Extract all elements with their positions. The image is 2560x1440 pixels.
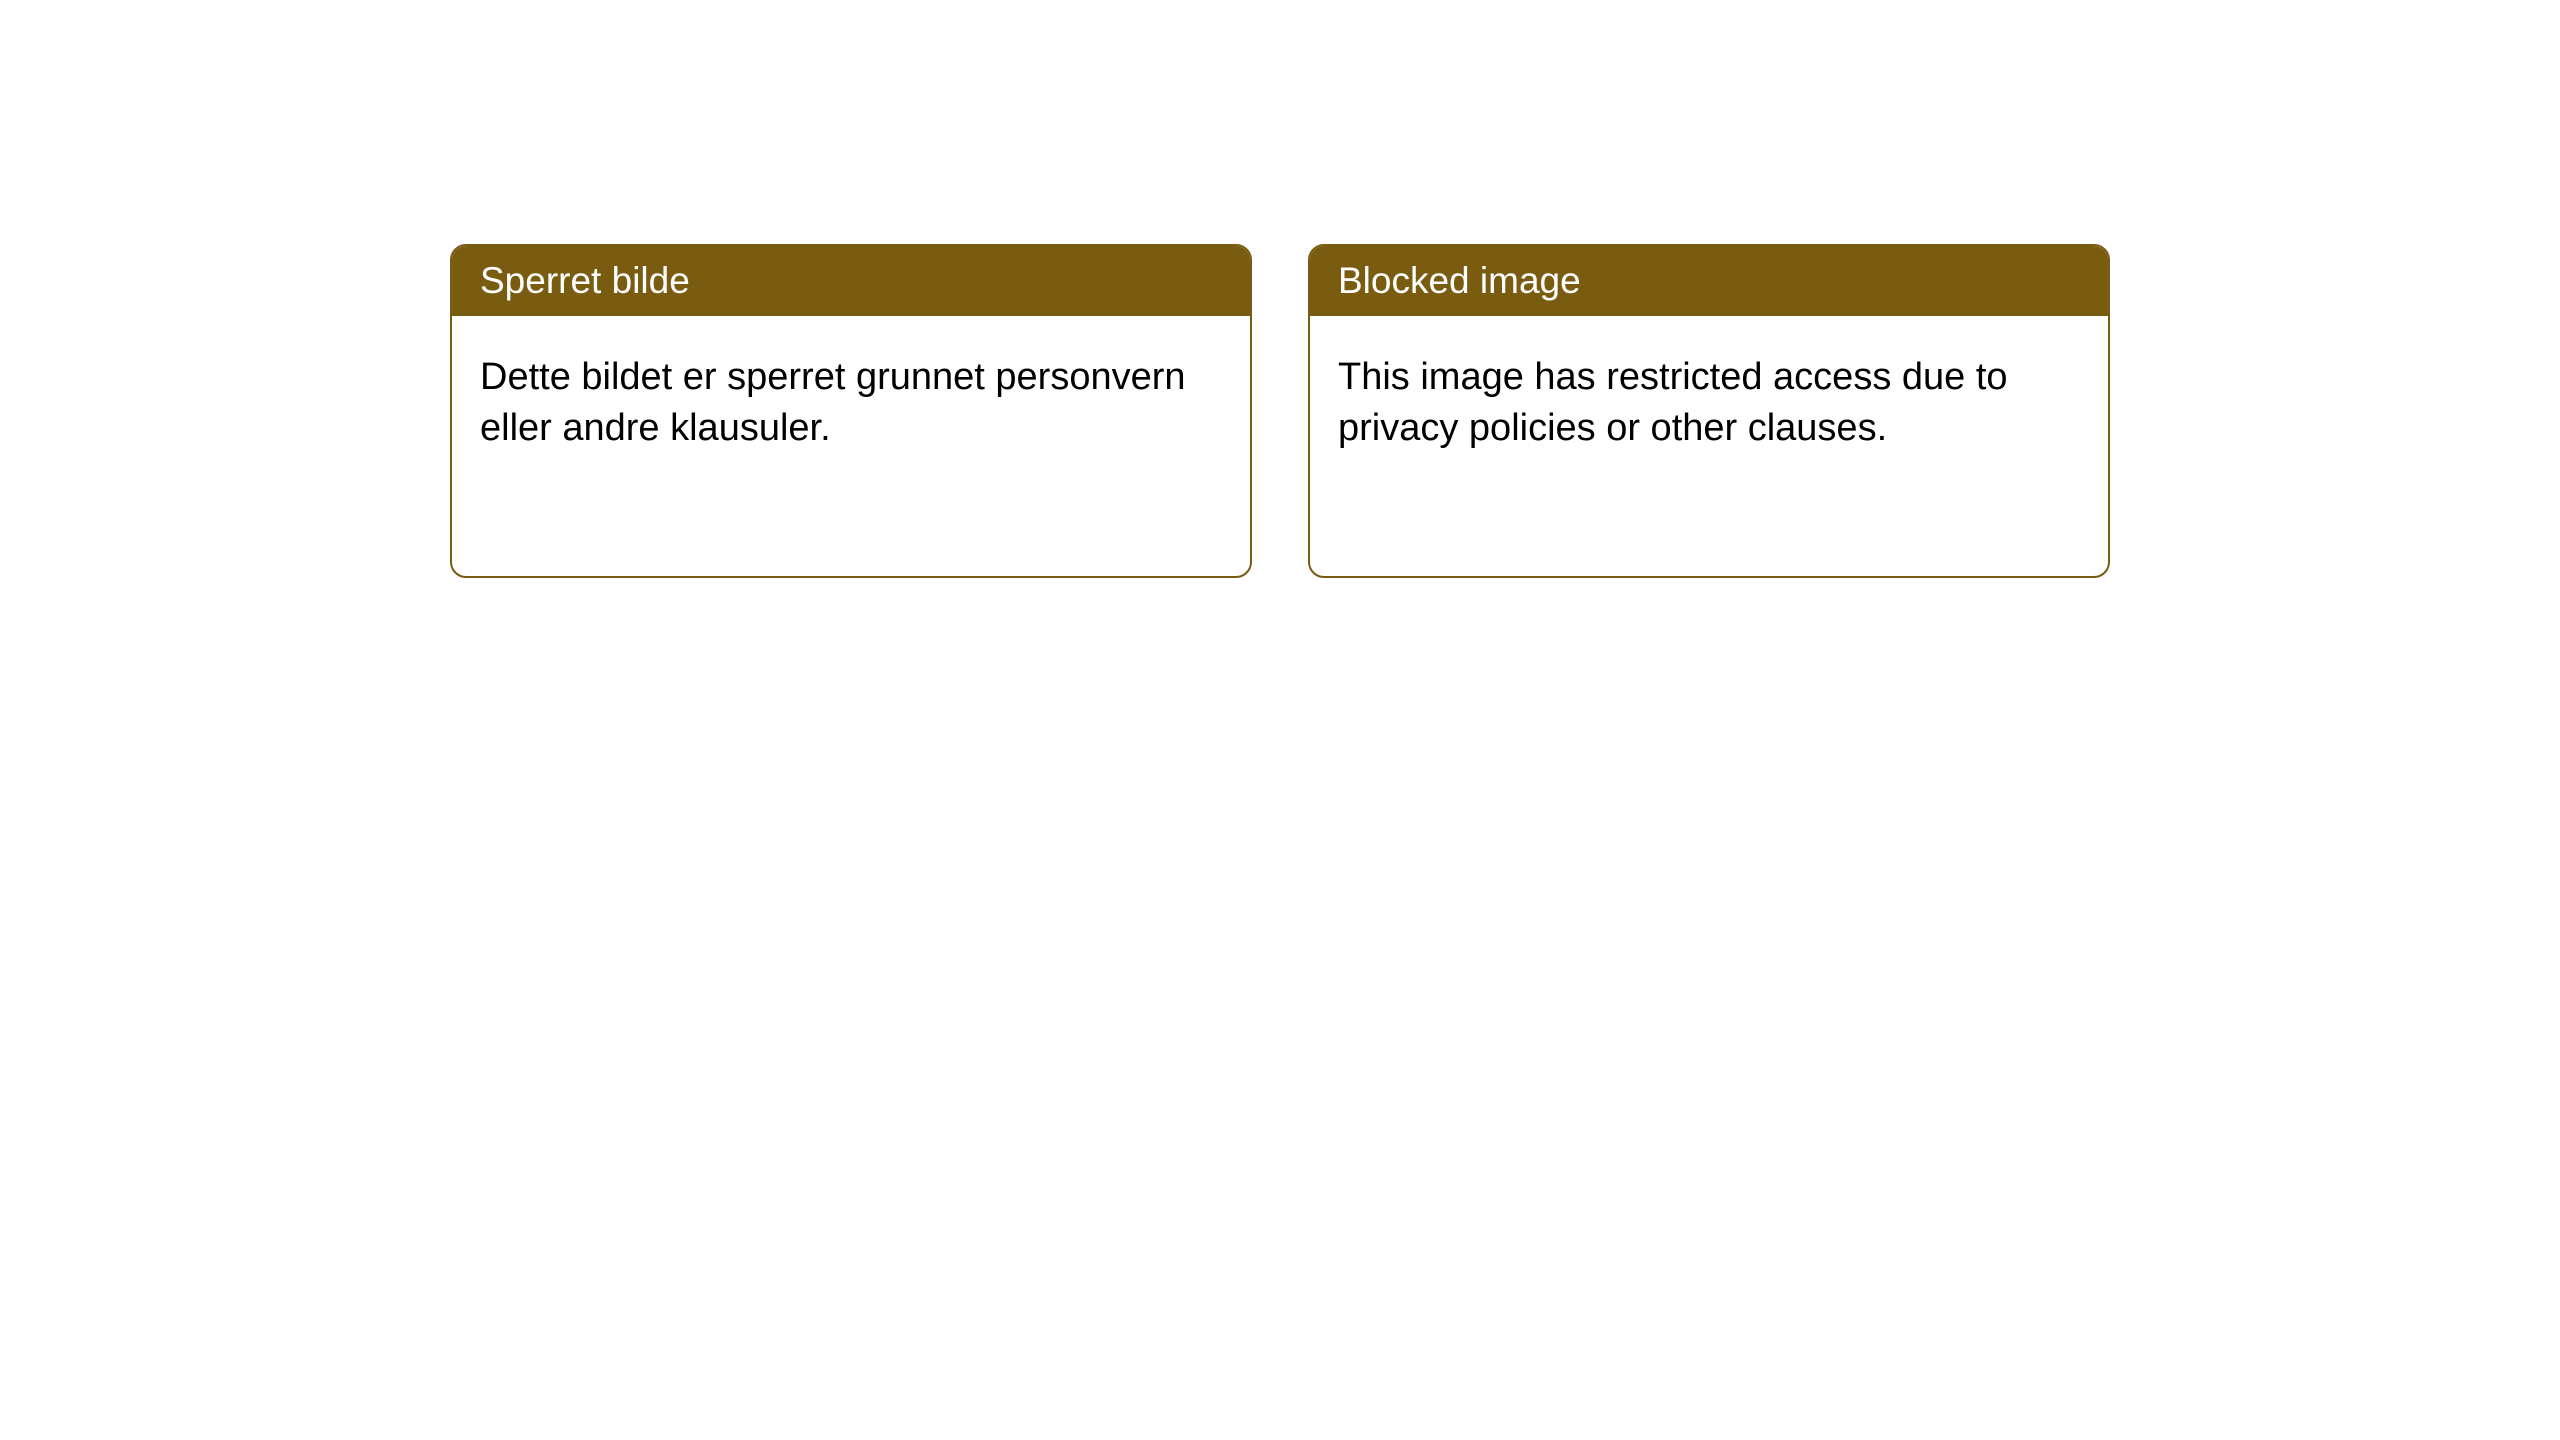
card-body-norwegian: Dette bildet er sperret grunnet personve… [452,316,1250,576]
card-header-norwegian: Sperret bilde [452,246,1250,316]
card-header-english: Blocked image [1310,246,2108,316]
card-title-norwegian: Sperret bilde [480,260,690,301]
blocked-image-card-norwegian: Sperret bilde Dette bildet er sperret gr… [450,244,1252,578]
blocked-image-cards: Sperret bilde Dette bildet er sperret gr… [450,244,2110,578]
card-message-english: This image has restricted access due to … [1338,356,2008,449]
card-title-english: Blocked image [1338,260,1581,301]
card-message-norwegian: Dette bildet er sperret grunnet personve… [480,356,1186,449]
blocked-image-card-english: Blocked image This image has restricted … [1308,244,2110,578]
card-body-english: This image has restricted access due to … [1310,316,2108,576]
